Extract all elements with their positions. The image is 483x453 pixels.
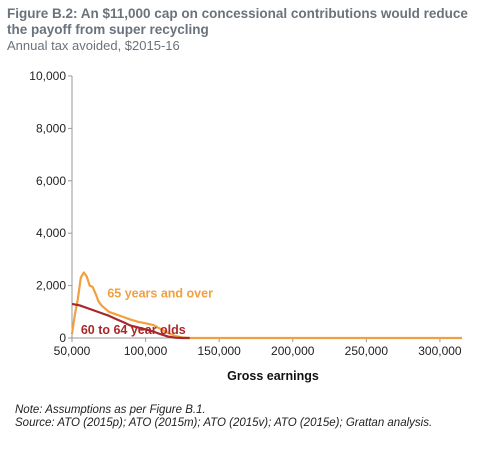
series-label: 65 years and over: [107, 286, 213, 300]
y-tick-label: 10,000: [29, 69, 66, 83]
y-tick-label: 4,000: [36, 226, 66, 240]
x-tick-label: 150,000: [197, 344, 241, 358]
series-lines: [70, 271, 462, 340]
x-tick-label: 100,000: [124, 344, 168, 358]
series-labels: 65 years and over 60 to 64 year olds: [81, 286, 213, 337]
notes: Note: Assumptions as per Figure B.1. Sou…: [15, 404, 475, 430]
chart-subtitle: Annual tax avoided, $2015-16: [7, 38, 180, 53]
x-tick-label: 200,000: [271, 344, 315, 358]
y-tick-label: 2,000: [36, 279, 66, 293]
y-tick-label: 0: [59, 331, 66, 345]
y-tick-label: 8,000: [36, 121, 66, 135]
note-line: Note: Assumptions as per Figure B.1.: [15, 404, 206, 416]
x-tick-label: 250,000: [345, 344, 389, 358]
x-axis-label: Gross earnings: [227, 369, 319, 383]
series-label: 60 to 64 year olds: [81, 323, 186, 337]
series-line-60-to-64-year-olds: [71, 302, 190, 340]
x-tick-label: 300,000: [418, 344, 462, 358]
axes: 0 2,000 4,000 6,000 8,000 10,000 50,000 100,000…: [29, 69, 462, 358]
y-tick-label: 6,000: [36, 174, 66, 188]
x-tick-label: 50,000: [54, 344, 91, 358]
source-line: Source: ATO (2015p); ATO (2015m); ATO (2…: [15, 417, 433, 429]
chart-title: Figure B.2: An $11,000 cap on concession…: [7, 6, 468, 37]
